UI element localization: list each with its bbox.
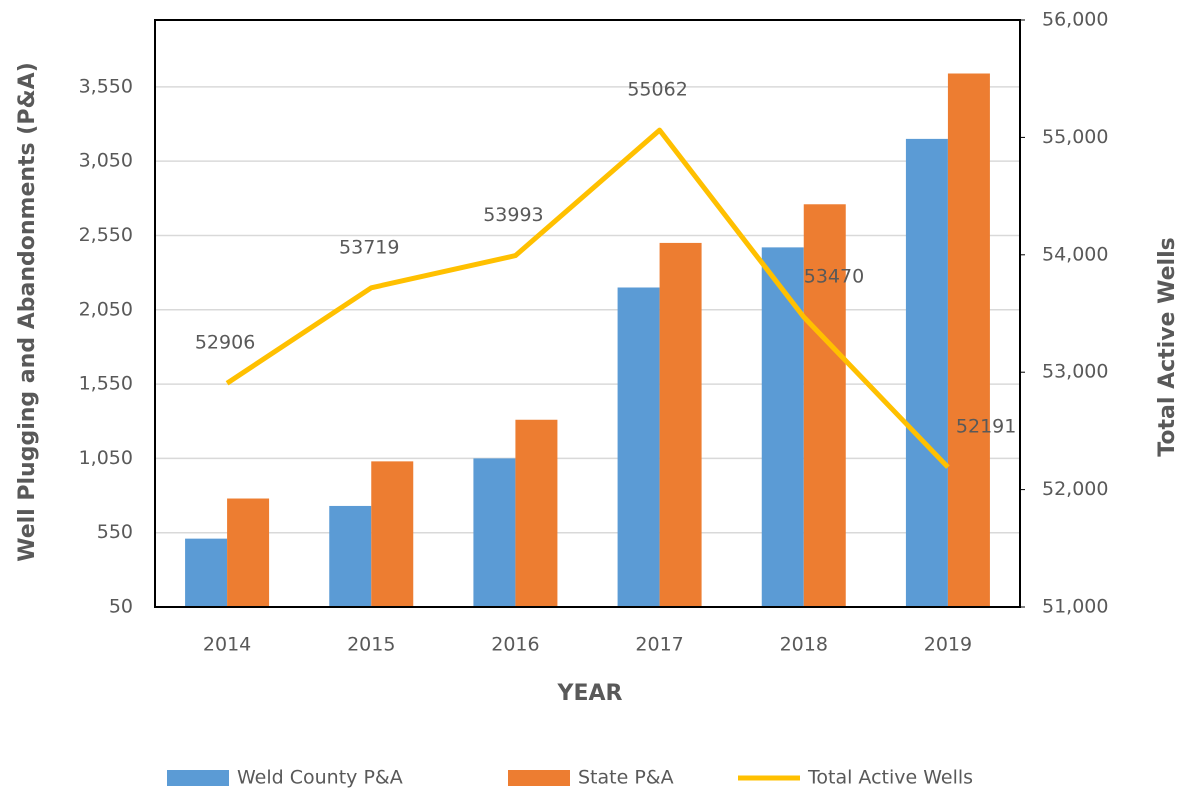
y-tick-label: 3,550	[79, 75, 133, 97]
x-tick-label: 2017	[635, 634, 683, 656]
data-label: 52191	[956, 416, 1016, 438]
x-tick-label: 2016	[491, 634, 539, 656]
y-tick-label: 1,050	[79, 447, 133, 469]
x-tick-label: 2019	[924, 634, 972, 656]
bar	[371, 461, 414, 607]
x-tick-label: 2015	[347, 634, 395, 656]
bar	[617, 287, 660, 607]
y-tick-label: 3,050	[79, 150, 133, 172]
legend-swatch	[508, 770, 570, 786]
data-label: 55062	[627, 79, 687, 101]
bar	[329, 505, 372, 607]
bar	[473, 458, 516, 607]
bar	[515, 419, 558, 607]
bar	[227, 498, 270, 607]
data-label: 53719	[339, 236, 399, 258]
y2-tick-label: 52,000	[1042, 478, 1108, 500]
legend-label: Total Active Wells	[807, 767, 973, 789]
legend-label: State P&A	[578, 767, 674, 789]
y-tick-label: 1,550	[79, 373, 133, 395]
plot-frame	[154, 19, 1021, 608]
data-label: 53470	[804, 266, 864, 288]
data-label: 52906	[195, 332, 255, 354]
data-label: 53993	[483, 204, 543, 226]
legend-swatch	[167, 770, 229, 786]
x-tick-label: 2014	[203, 634, 251, 656]
y2-tick-label: 55,000	[1042, 126, 1108, 148]
y-tick-label: 2,550	[79, 224, 133, 246]
bar	[761, 247, 804, 607]
y2-tick-label: 51,000	[1042, 596, 1108, 618]
y2-tick-label: 56,000	[1042, 9, 1108, 31]
legend-label: Weld County P&A	[237, 767, 403, 789]
bar	[905, 138, 948, 607]
y-tick-label: 2,050	[79, 298, 133, 320]
bar	[803, 204, 846, 607]
y-axis-title: Well Plugging and Abandonments (P&A)	[15, 62, 40, 562]
bar	[659, 242, 702, 608]
x-axis-title: YEAR	[557, 681, 623, 706]
bar	[185, 538, 228, 607]
y2-tick-label: 54,000	[1042, 243, 1108, 265]
y-tick-label: 50	[109, 596, 133, 618]
bar	[947, 73, 990, 608]
y-tick-label: 550	[97, 521, 133, 543]
line	[225, 127, 950, 469]
y2-axis-title: Total Active Wells	[1155, 237, 1180, 456]
x-tick-label: 2018	[780, 634, 828, 656]
y2-tick-label: 53,000	[1042, 361, 1108, 383]
